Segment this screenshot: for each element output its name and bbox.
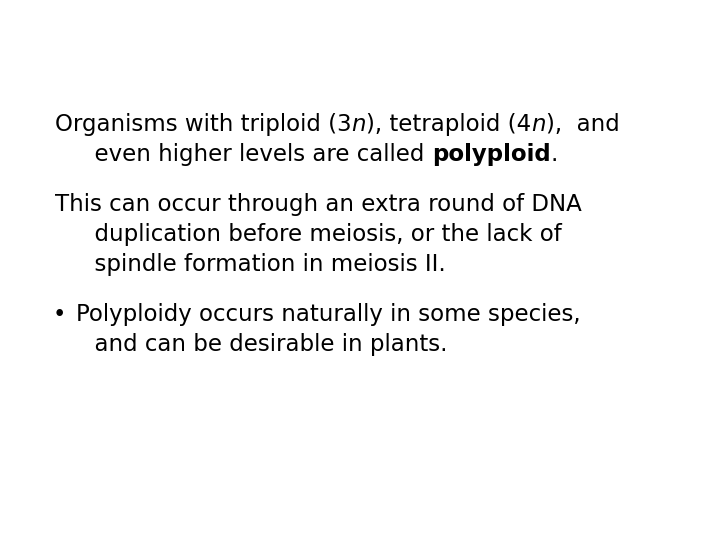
Text: and Generates Diversity: and Generates Diversity <box>8 36 253 55</box>
Text: This can occur through an extra round of DNA: This can occur through an extra round of… <box>55 193 582 216</box>
Text: •: • <box>53 303 66 326</box>
Text: ), tetraploid (4: ), tetraploid (4 <box>366 113 531 136</box>
Text: ),  and: ), and <box>546 113 619 136</box>
Text: Concept 7.4 Meiosis Halves the Nuclear Chromosome Content: Concept 7.4 Meiosis Halves the Nuclear C… <box>8 5 636 24</box>
Text: n: n <box>351 113 366 136</box>
Text: and can be desirable in plants.: and can be desirable in plants. <box>80 333 448 356</box>
Text: n: n <box>531 113 546 136</box>
Text: polyploid: polyploid <box>431 143 550 166</box>
Text: Organisms with triploid (3: Organisms with triploid (3 <box>55 113 351 136</box>
Text: Polyploidy occurs naturally in some species,: Polyploidy occurs naturally in some spec… <box>76 303 580 326</box>
Text: even higher levels are called: even higher levels are called <box>80 143 431 166</box>
Text: duplication before meiosis, or the lack of: duplication before meiosis, or the lack … <box>80 223 562 246</box>
Text: .: . <box>550 143 557 166</box>
Text: spindle formation in meiosis II.: spindle formation in meiosis II. <box>80 253 446 276</box>
